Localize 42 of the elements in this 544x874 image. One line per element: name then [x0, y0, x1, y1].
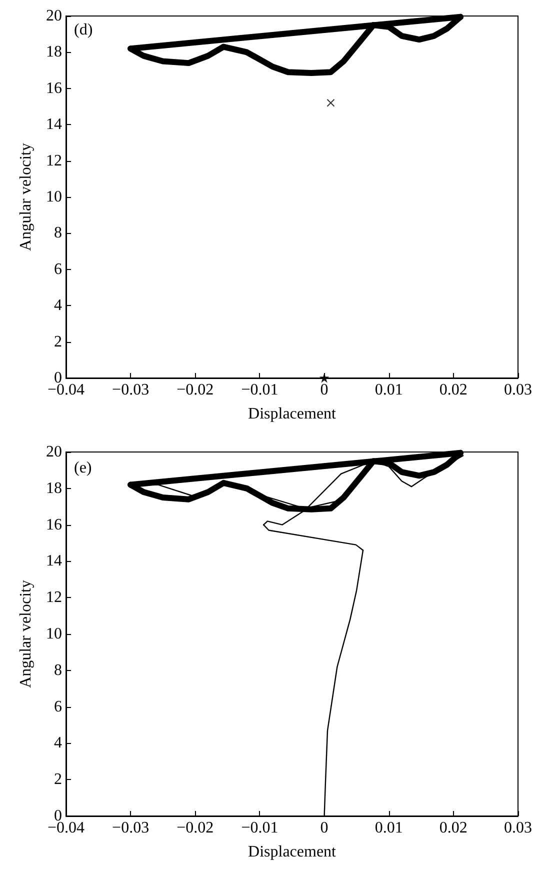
annotation: (d) — [74, 22, 93, 38]
x-tick-label: 0.01 — [374, 382, 403, 398]
y-tick-label: 10 — [46, 188, 62, 206]
x-tick-label: −0.03 — [112, 820, 150, 836]
y-tick-label: 2 — [54, 771, 62, 788]
x-tick-label: 0 — [320, 820, 328, 836]
y-tick-label: 8 — [54, 662, 62, 679]
x-tick-label: 0.03 — [504, 820, 532, 836]
y-tick-label: 16 — [46, 80, 62, 97]
x-axis-title: Displacement — [248, 844, 337, 860]
y-tick-label: 16 — [46, 516, 62, 534]
x-tick-label: −0.04 — [47, 820, 85, 836]
y-tick-label: 6 — [54, 260, 62, 278]
x-tick-label: −0.01 — [241, 820, 278, 836]
y-axis-title: Angular velocity — [18, 580, 34, 688]
y-tick-label: 6 — [54, 698, 62, 716]
y-tick-label: 20 — [46, 444, 62, 460]
y-tick-label: 2 — [54, 333, 62, 350]
x-tick-label: −0.01 — [241, 382, 278, 398]
x-tick-label: −0.02 — [176, 382, 214, 398]
x-tick-label: −0.04 — [47, 382, 85, 398]
y-tick-label: 12 — [46, 152, 62, 170]
y-tick-label: 14 — [46, 116, 62, 134]
y-tick-label: 18 — [46, 44, 62, 61]
x-tick-label: 0.02 — [439, 820, 468, 836]
y-tick-label: 20 — [46, 8, 62, 24]
y-tick-label: 14 — [46, 552, 62, 570]
y-tick-label: 10 — [46, 626, 62, 642]
x-tick-label: 0.01 — [374, 820, 403, 836]
x-tick-label: 0.02 — [439, 382, 468, 398]
x-tick-label: −0.03 — [112, 382, 150, 398]
y-axis-title: Angular velocity — [18, 143, 34, 251]
x-tick-label: 0 — [320, 382, 328, 398]
x-tick-label: −0.02 — [176, 820, 214, 836]
y-tick-label: 4 — [54, 297, 62, 314]
y-tick-label: 8 — [54, 224, 62, 242]
annotation: (e) — [74, 460, 92, 476]
y-tick-label: 4 — [54, 734, 62, 752]
y-tick-label: 18 — [46, 480, 62, 497]
x-axis-title: Displacement — [248, 406, 337, 422]
y-tick-label: 12 — [46, 589, 62, 606]
x-tick-label: 0.03 — [504, 382, 532, 398]
